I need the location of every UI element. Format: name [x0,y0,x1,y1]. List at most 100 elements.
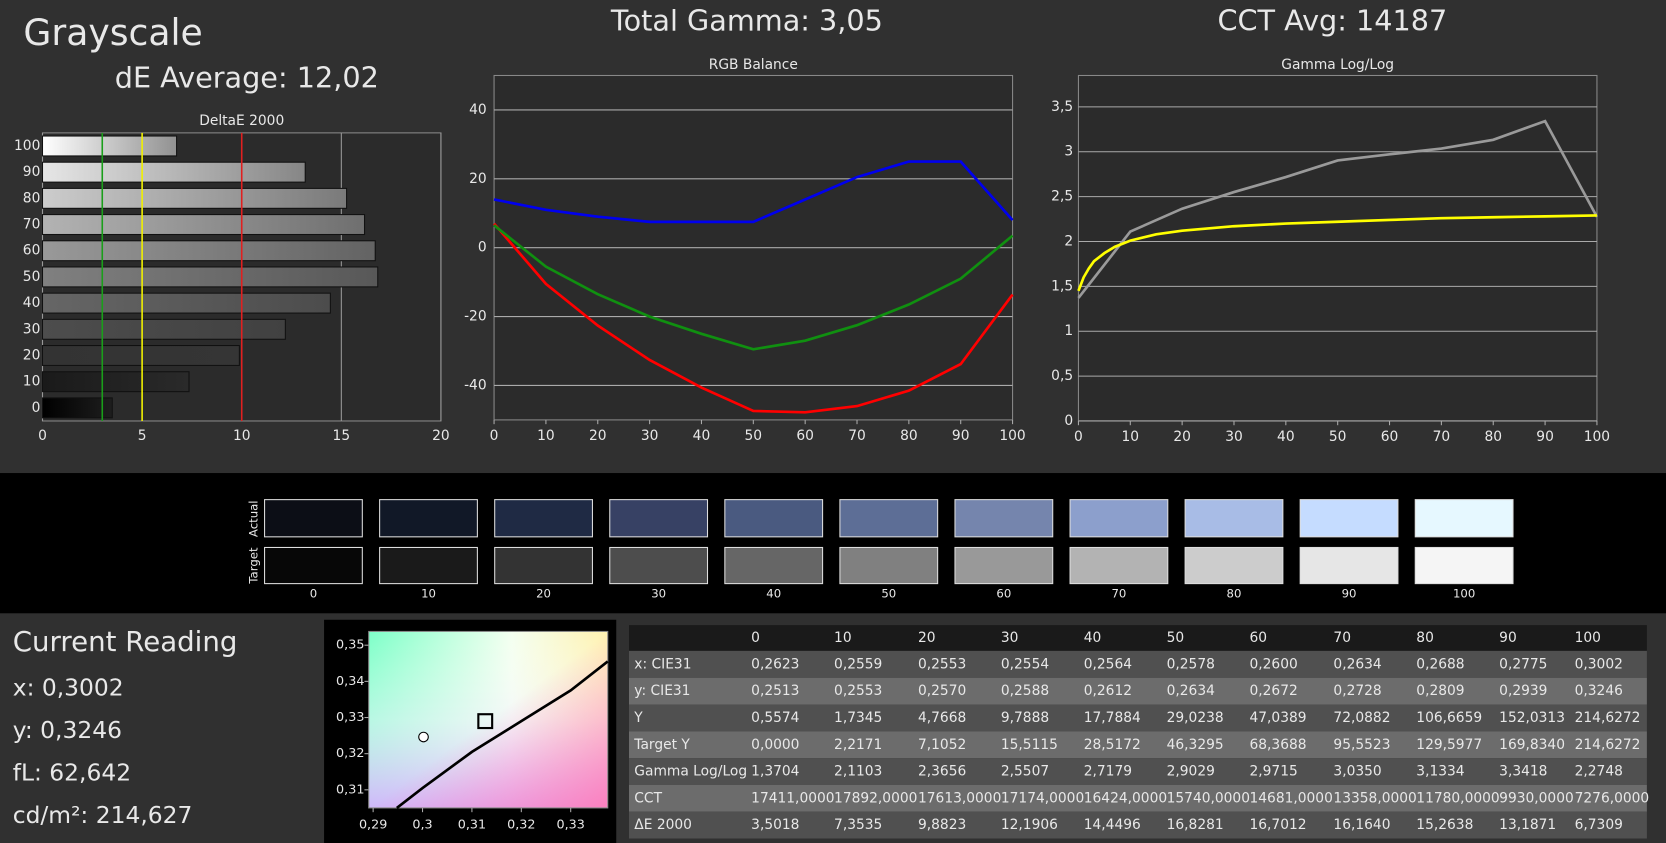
row-label: CCT [634,790,662,806]
table-cell: 2,2748 [1575,764,1623,780]
y-tick-label: 0,34 [336,674,364,689]
y-tick-label: 0,32 [336,746,364,761]
table-cell: 106,6659 [1416,710,1482,726]
x-tick-label: 50 [745,428,763,444]
swatch-actual [724,499,824,538]
y-tick-label: 40 [23,295,41,311]
chart-title: RGB Balance [709,57,798,73]
table-cell: 0,2600 [1249,656,1297,672]
x-tick-label: 0,31 [458,817,486,832]
swatch-target [954,546,1054,585]
table-cell: 0,5574 [751,710,799,726]
y-tick-label: 10 [23,374,41,390]
swatch-actual [1184,499,1284,538]
y-tick-label: 2 [1064,233,1073,249]
y-tick-label: 100 [14,138,40,154]
row-label: y: CIE31 [634,683,690,699]
table-cell: 13,1871 [1499,817,1556,833]
bar [41,187,348,209]
table-cell: 0,2672 [1249,683,1297,699]
x-tick-label: 0 [1074,429,1083,445]
plot-area [1077,74,1598,422]
y-tick-label: 0 [478,240,487,256]
table-cell: 95,5523 [1333,737,1390,753]
total-gamma: Total Gamma: 3,05 [610,3,883,37]
x-tick-label: 100 [1584,429,1610,445]
x-tick-label: 15 [333,428,351,444]
x-tick-label: 60 [796,428,814,444]
y-tick-label: 80 [23,190,41,206]
swatch-target [1184,546,1284,585]
x-tick-label: 40 [693,428,711,444]
column-header: 80 [1416,630,1434,646]
x-tick-label: 10 [537,428,555,444]
table-cell: 16,1640 [1333,817,1390,833]
x-tick-label: 10 [233,428,251,444]
table-cell: 2,7179 [1084,764,1132,780]
x-tick-label: 70 [848,428,866,444]
bar [41,371,190,393]
x-tick-label: 30 [1225,429,1243,445]
table-row-bg [629,677,1647,705]
y-tick-label: 90 [23,164,41,180]
table-cell: 3,3418 [1499,764,1547,780]
table-cell: 0,0000 [751,737,799,753]
table-cell: 0,2728 [1333,683,1381,699]
x-tick-label: 0 [490,428,499,444]
table-cell: 0,2688 [1416,656,1464,672]
column-header: 70 [1333,630,1351,646]
table-cell: 0,2513 [751,683,799,699]
y-tick-label: 20 [23,347,41,363]
target-point [477,713,494,730]
reading-value: fL: 62,642 [13,758,131,786]
x-tick-label: 0,32 [507,817,535,832]
y-tick-label: 3 [1064,144,1073,160]
column-header: 50 [1167,630,1185,646]
table-row-bg [629,704,1647,732]
row-label: Target [246,547,260,585]
y-tick-label: 0,5 [1051,368,1073,384]
table-cell: 17892,0000 [834,790,917,806]
table-cell: 0,3002 [1575,656,1623,672]
swatch-actual [1299,499,1399,538]
x-tick-label: 0 [38,428,47,444]
table-cell: 15740,0000 [1167,790,1250,806]
column-header: 10 [834,630,852,646]
y-tick-label: -20 [464,309,487,325]
table-cell: 16,7012 [1249,817,1306,833]
bar [41,161,306,183]
swatch-target [839,546,939,585]
swatch-target [1414,546,1514,585]
bar [41,266,379,288]
row-label: Target Y [633,737,690,753]
y-tick-label: 3,5 [1051,99,1073,115]
series-line [1077,119,1599,299]
table-cell: 15,5115 [1001,737,1058,753]
bar [41,292,331,314]
y-tick-label: 0,35 [336,638,364,653]
chart-title: Gamma Log/Log [1281,57,1394,73]
table-cell: 0,2553 [918,656,966,672]
swatch-actual [954,499,1054,538]
table-cell: 0,3246 [1575,683,1623,699]
bar [41,240,376,262]
table-cell: 6,7309 [1575,817,1623,833]
table-cell: 214,6272 [1575,710,1641,726]
y-tick-label: 40 [469,102,487,118]
swatch-actual [1069,499,1169,538]
y-tick-label: 50 [23,269,41,285]
bar [41,214,366,236]
x-tick-label: 70 [1433,429,1451,445]
chart-title: DeltaE 2000 [199,113,284,129]
table-cell: 7276,0000 [1575,790,1650,806]
table-cell: 15,2638 [1416,817,1473,833]
table-cell: 47,0389 [1249,710,1306,726]
table-cell: 169,8340 [1499,737,1565,753]
y-tick-label: 30 [23,321,41,337]
table-cell: 2,5507 [1001,764,1049,780]
column-header: 40 [1084,630,1102,646]
table-cell: 9,7888 [1001,710,1049,726]
x-tick-label: 100 [999,428,1025,444]
